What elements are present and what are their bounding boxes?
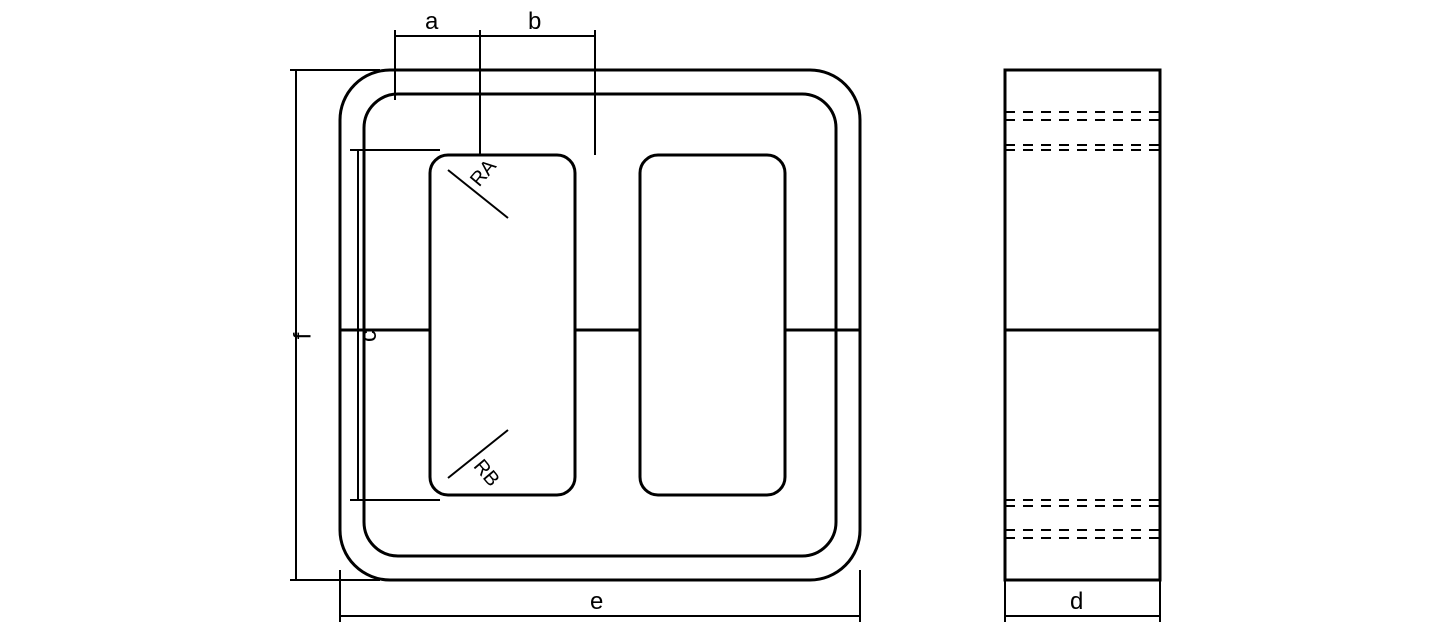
side-view-rect bbox=[1005, 70, 1160, 580]
window-right bbox=[640, 155, 785, 495]
core-outer bbox=[340, 70, 860, 580]
label-b: b bbox=[528, 8, 541, 36]
label-d: d bbox=[1070, 588, 1083, 616]
label-a: a bbox=[425, 8, 438, 36]
label-e: e bbox=[590, 588, 603, 616]
window-left bbox=[430, 155, 575, 495]
label-f: f bbox=[289, 333, 317, 340]
core-inner bbox=[364, 94, 836, 556]
technical-drawing bbox=[0, 0, 1442, 642]
label-c: c bbox=[355, 330, 383, 342]
